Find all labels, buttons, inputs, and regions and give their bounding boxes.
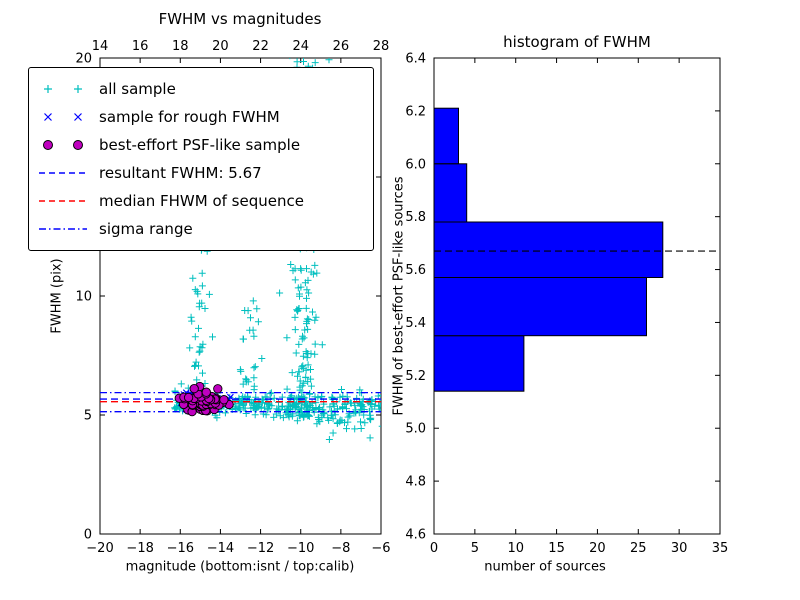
legend-label: resultant FWHM: 5.67 [99, 164, 262, 182]
tick-label: 5.2 [405, 369, 426, 384]
legend-item: sigma range [37, 215, 365, 243]
plus-marker-icon [44, 85, 82, 93]
circle-glyph [43, 140, 53, 150]
tick-label: −6 [371, 541, 390, 556]
psf-point [189, 383, 199, 394]
left-plot-ylabel: FWHM (pix) [49, 258, 65, 334]
tick-label: −12 [247, 541, 274, 556]
histogram-bar [433, 277, 647, 337]
tick-label: 25 [630, 541, 647, 556]
tick-label: 5 [471, 541, 479, 556]
legend-item: best-effort PSF-like sample [37, 131, 365, 159]
tick-label: 10 [75, 290, 92, 305]
tick-label: 5.8 [405, 210, 426, 225]
tick-label: 30 [671, 541, 688, 556]
tick-label: 20 [212, 39, 229, 54]
tick-label: 0 [84, 528, 92, 543]
tick-label: −8 [331, 541, 350, 556]
plus-glyph [74, 85, 82, 93]
tick-label: 6.2 [405, 104, 426, 119]
plus-glyph [44, 85, 52, 93]
legend-label: sample for rough FWHM [99, 108, 280, 126]
legend-item: median FHWM of sequence [37, 187, 365, 215]
dashdot-line-icon [39, 228, 87, 230]
psf-point [219, 395, 229, 405]
left-plot-xlabel: magnitude (bottom:isnt / top:calib) [125, 559, 355, 575]
tick-label: 20 [589, 541, 606, 556]
tick-label: −10 [287, 541, 314, 556]
tick-label: 4.8 [405, 475, 426, 490]
psf-sample-points [174, 381, 234, 417]
tick-label: 35 [712, 541, 729, 556]
legend-item: all sample [37, 75, 365, 103]
histogram-bar [433, 163, 468, 223]
circle-marker-icon [43, 140, 83, 150]
left-axes: −20 −18 −16 −14 −12 −10 −8 −6 14 16 18 20 22 24 26 28 0 5… [75, 39, 390, 556]
left-plot-data [100, 58, 381, 443]
histogram-bar [433, 221, 664, 278]
tick-label: 0 [430, 541, 438, 556]
psf-point [213, 384, 223, 394]
legend: all sample sample for rough FWHM best-effo… [28, 67, 374, 251]
tick-label: −14 [207, 541, 234, 556]
tick-label: 4.6 [405, 528, 426, 543]
x-marker-icon [44, 113, 82, 121]
tick-label: 24 [292, 39, 309, 54]
right-axes: 0 5 10 15 20 25 30 35 4.6 4.8 5.0 5.2 5.4 5.6 5.8 6.0 6.… [405, 52, 728, 557]
tick-label: 26 [333, 39, 350, 54]
tick-label: −16 [167, 541, 194, 556]
histogram-bar [433, 335, 525, 392]
tick-label: 6.4 [405, 52, 426, 67]
psf-point [201, 387, 211, 397]
tick-label: 15 [548, 541, 565, 556]
right-plot-xlabel: number of sources [484, 559, 606, 575]
tick-label: −20 [86, 541, 113, 556]
tick-label: 22 [252, 39, 269, 54]
right-plot-title: histogram of FWHM [503, 33, 651, 51]
legend-label: best-effort PSF-like sample [99, 136, 301, 154]
legend-item: sample for rough FWHM [37, 103, 365, 131]
x-glyph [74, 113, 82, 121]
reference-lines [100, 391, 381, 413]
histogram-bar [433, 107, 459, 165]
legend-label: all sample [99, 80, 176, 98]
tick-label: 10 [507, 541, 524, 556]
left-plot-title: FWHM vs magnitudes [158, 10, 322, 28]
legend-label: median FHWM of sequence [99, 192, 304, 210]
tick-label: 14 [92, 39, 109, 54]
dashed-line-icon [39, 200, 87, 202]
circle-glyph [73, 140, 83, 150]
histogram-bars [433, 107, 664, 392]
psf-point [183, 392, 194, 403]
tick-label: 5.0 [405, 422, 426, 437]
tick-label: 5 [84, 409, 92, 424]
tick-label: 5.6 [405, 263, 426, 278]
tick-label: −18 [126, 541, 153, 556]
tick-label: 20 [75, 52, 92, 67]
dashed-line-icon [39, 172, 87, 174]
tick-label: 16 [132, 39, 149, 54]
tick-label: 18 [172, 39, 189, 54]
tick-label: 6.0 [405, 157, 426, 172]
right-plot-ylabel: FWHM of best-effort PSF-like sources [391, 176, 407, 416]
x-glyph [44, 113, 52, 121]
legend-item: resultant FWHM: 5.67 [37, 159, 365, 187]
tick-label: 28 [373, 39, 390, 54]
legend-label: sigma range [99, 220, 193, 238]
tick-label: 5.4 [405, 316, 426, 331]
